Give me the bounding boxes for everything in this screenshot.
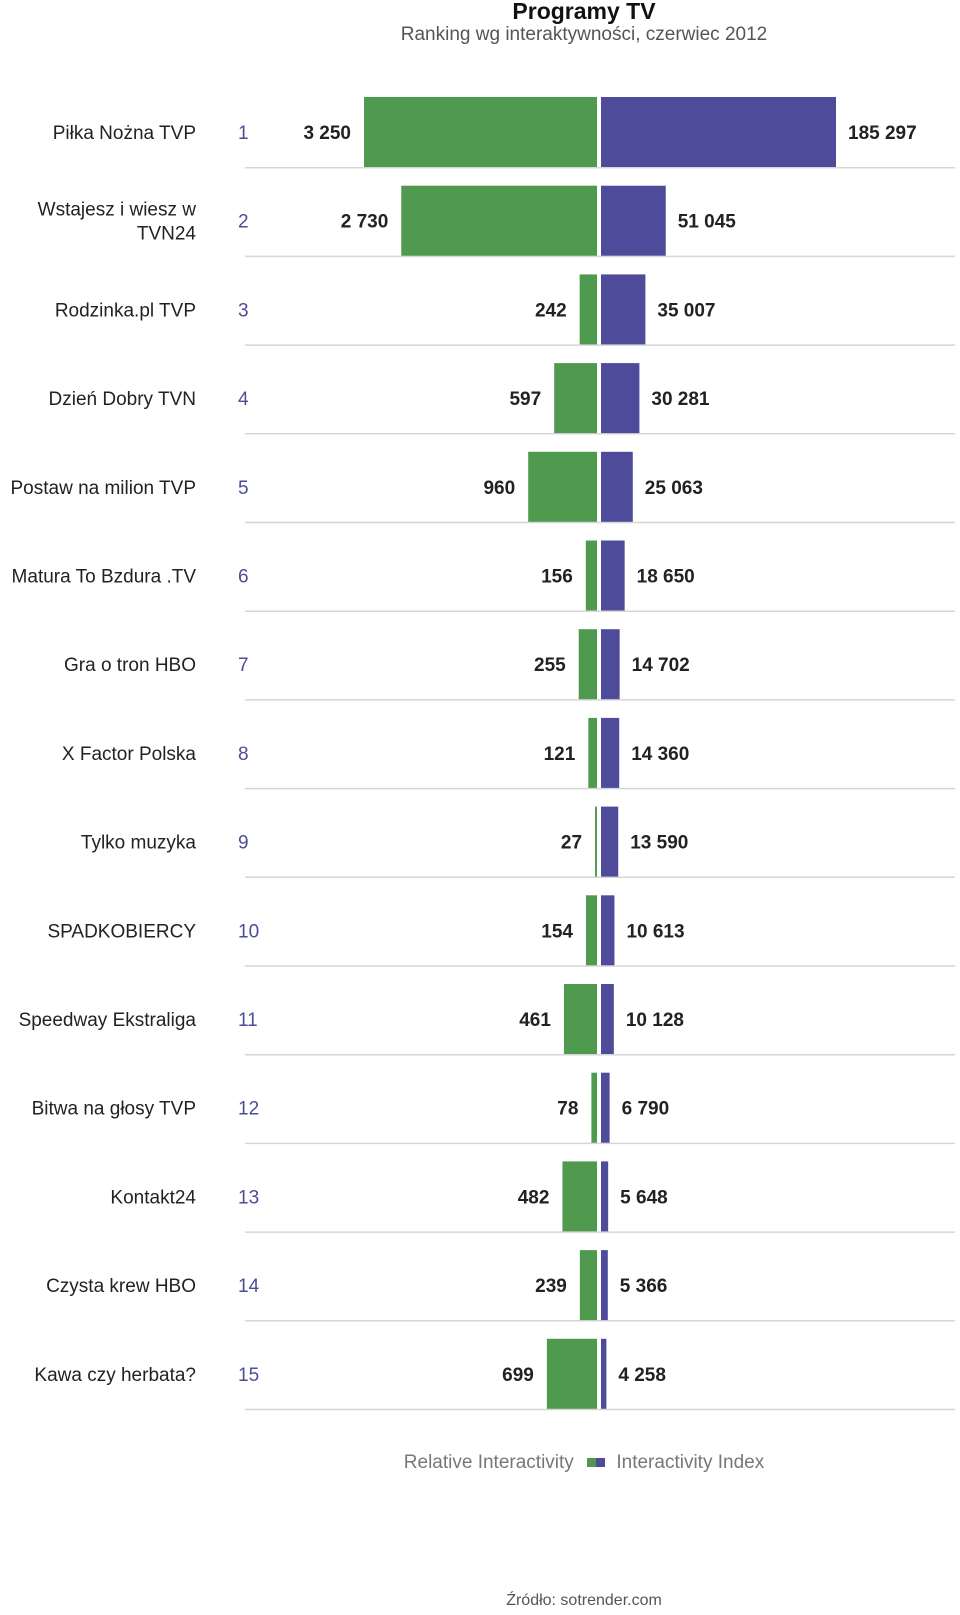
value-label-relative: 78 [557,1099,578,1120]
value-label-index: 30 281 [651,389,710,410]
bar-index [601,540,625,611]
value-label-index: 6 790 [622,1099,670,1120]
category-label: Matura To Bzdura .TV [12,567,197,588]
rank-label: 6 [238,567,249,588]
rank-label: 14 [238,1276,260,1297]
legend-swatch-relative [587,1458,597,1468]
value-label-index: 5 366 [620,1276,668,1297]
rank-label: 9 [238,833,249,854]
bar-index [601,1338,607,1409]
legend-label-relative: Relative Interactivity [403,1452,574,1473]
rank-label: 8 [238,744,249,765]
category-label: Piłka Nożna TVP [53,123,196,144]
legend-label-index: Interactivity Index [616,1452,765,1473]
category-label: Rodzinka.pl TVP [55,300,196,321]
value-label-relative: 239 [535,1276,567,1297]
category-label: Bitwa na głosy TVP [32,1099,196,1120]
bar-relative [578,629,597,700]
bar-relative [579,274,597,345]
chart-title: Programy TV [512,0,656,24]
source-note: Źródło: sotrender.com [506,1592,662,1609]
category-label: Czysta krew HBO [46,1276,196,1297]
rank-label: 1 [238,123,249,144]
value-label-index: 35 007 [657,300,715,321]
bar-relative [563,984,597,1054]
bar-index [601,451,633,522]
bar-relative [562,1161,597,1232]
value-label-index: 4 258 [618,1365,666,1386]
value-label-relative: 156 [541,567,573,588]
bar-index [601,1250,608,1321]
bar-relative [528,451,597,522]
category-label: Postaw na milion TVP [10,478,196,499]
bar-index [601,1161,609,1232]
value-label-relative: 2 730 [341,212,389,233]
rank-label: 15 [238,1365,259,1386]
bar-relative [546,1338,597,1409]
value-label-relative: 3 250 [303,123,351,144]
category-label: Wstajesz i wiesz w TVN24 [38,200,197,245]
bar-relative [588,717,597,788]
value-label-index: 13 590 [630,833,688,854]
value-label-relative: 960 [483,478,515,499]
value-label-relative: 461 [519,1010,551,1031]
value-label-relative: 699 [502,1365,534,1386]
chart-legend: Relative Interactivity Interactivity Ind… [0,1452,960,1474]
rank-label: 4 [238,389,249,410]
category-label: Speedway Ekstraliga [19,1010,197,1031]
rank-label: 3 [238,300,249,321]
bar-index [601,806,619,877]
bar-relative [591,1072,597,1143]
value-label-index: 14 360 [631,744,689,765]
value-label-index: 18 650 [637,567,695,588]
value-label-relative: 154 [541,921,573,942]
bar-index [601,895,615,966]
category-label: Kawa czy herbata? [34,1365,196,1386]
category-label: SPADKOBIERCY [47,921,196,942]
category-label: Gra o tron HBO [64,655,196,676]
value-label-index: 5 648 [620,1187,668,1208]
category-label: Kontakt24 [110,1187,196,1208]
value-label-relative: 121 [544,744,576,765]
rank-label: 12 [238,1099,259,1120]
bar-relative [595,806,597,877]
bar-relative [579,1250,597,1321]
value-label-index: 51 045 [678,212,737,233]
bar-index [601,717,620,788]
value-label-relative: 255 [534,655,566,676]
bar-relative [585,895,597,966]
bar-index [601,629,620,700]
bar-index [601,274,646,345]
value-label-relative: 242 [535,300,567,321]
bar-index [601,363,640,434]
rank-label: 7 [238,655,249,676]
bar-relative [401,185,597,256]
rank-label: 5 [238,478,249,499]
value-label-index: 10 128 [626,1010,684,1031]
value-label-relative: 27 [561,833,582,854]
category-label: X Factor Polska [62,744,197,765]
bar-index [601,185,666,256]
legend-swatch-index [596,1458,606,1468]
bar-index [601,97,836,167]
chart-plot: Piłka Nożna TVP 1 3 250 185 297 Wstajesz i w… [10,97,955,1411]
rank-label: 2 [238,212,249,233]
bar-relative [585,540,597,611]
value-label-index: 14 702 [632,655,690,676]
value-label-index: 25 063 [645,478,703,499]
chart-subtitle: Ranking wg interaktywności, czerwiec 201… [400,24,768,45]
rank-label: 10 [238,921,259,942]
bar-relative [364,97,597,167]
category-label: Dzień Dobry TVN [49,389,196,410]
value-label-relative: 597 [509,389,541,410]
category-label: Tylko muzyka [81,833,197,854]
value-label-index: 185 297 [848,123,917,144]
rank-label: 13 [238,1187,259,1208]
bar-index [601,1072,610,1143]
value-label-relative: 482 [518,1187,550,1208]
bar-index [601,984,614,1054]
bar-relative [554,363,597,434]
rank-label: 11 [238,1010,258,1031]
value-label-index: 10 613 [626,921,684,942]
